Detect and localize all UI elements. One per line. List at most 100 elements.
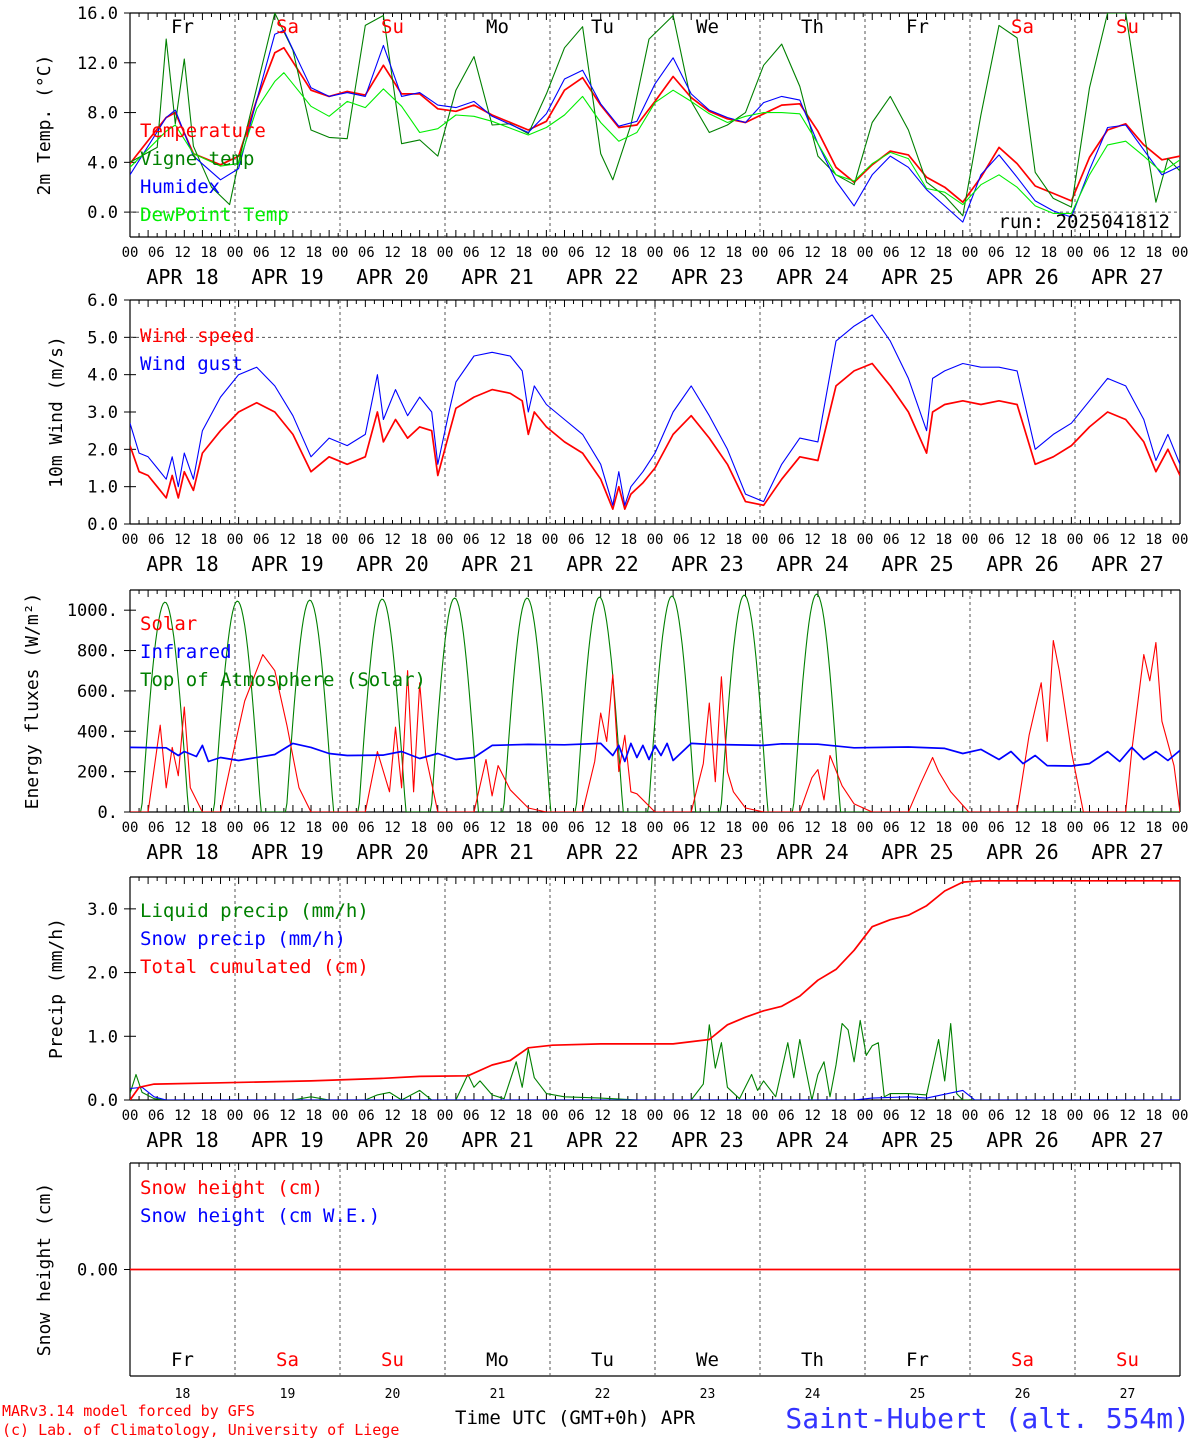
hour-tick-label: 06 bbox=[988, 1108, 1005, 1124]
date-label: APR 21 bbox=[461, 552, 533, 576]
date-label: APR 20 bbox=[356, 552, 428, 576]
hour-tick-label: 00 bbox=[437, 245, 454, 261]
hour-tick-label: 18 bbox=[935, 532, 952, 548]
hour-tick-label: 00 bbox=[227, 1108, 244, 1124]
date-label: APR 27 bbox=[1091, 840, 1163, 864]
hour-tick-label: 18 bbox=[1040, 245, 1057, 261]
hour-tick-label: 00 bbox=[647, 820, 664, 836]
legend-entry: DewPoint Temp bbox=[140, 204, 289, 226]
date-label: APR 23 bbox=[671, 265, 743, 289]
hour-tick-label: 12 bbox=[384, 820, 401, 836]
hour-tick-label: 18 bbox=[305, 245, 322, 261]
hour-tick-label: 00 bbox=[1172, 245, 1189, 261]
hour-tick-label: 18 bbox=[1040, 532, 1057, 548]
hour-tick-label: 06 bbox=[358, 532, 375, 548]
hour-tick-label: 00 bbox=[1067, 1108, 1084, 1124]
y-tick-label: 200. bbox=[77, 763, 118, 783]
hour-tick-label: 12 bbox=[174, 820, 191, 836]
day-number-label: 23 bbox=[700, 1387, 716, 1402]
y-tick-label: 3.0 bbox=[87, 900, 118, 920]
hour-tick-label: 00 bbox=[752, 245, 769, 261]
hour-tick-label: 06 bbox=[778, 820, 795, 836]
hour-tick-label: 12 bbox=[804, 245, 821, 261]
hour-tick-label: 06 bbox=[883, 532, 900, 548]
hour-tick-label: 06 bbox=[778, 532, 795, 548]
hour-tick-label: 00 bbox=[857, 532, 874, 548]
hour-tick-label: 06 bbox=[673, 1108, 690, 1124]
series-line-infrared bbox=[130, 742, 1180, 767]
hour-tick-label: 06 bbox=[778, 245, 795, 261]
hour-tick-label: 06 bbox=[673, 245, 690, 261]
day-number-label: 24 bbox=[805, 1387, 821, 1402]
hour-tick-label: 12 bbox=[699, 245, 716, 261]
hour-tick-label: 06 bbox=[463, 532, 480, 548]
series-line-snow-precip-mm-h- bbox=[130, 1086, 1180, 1100]
time-axis-label: Time UTC (GMT+0h) APR bbox=[455, 1407, 696, 1429]
hour-tick-label: 06 bbox=[1093, 532, 1110, 548]
hour-tick-label: 00 bbox=[227, 532, 244, 548]
hour-tick-label: 00 bbox=[542, 532, 559, 548]
y-tick-label: 600. bbox=[77, 682, 118, 702]
date-label: APR 26 bbox=[986, 265, 1058, 289]
date-label: APR 22 bbox=[566, 265, 638, 289]
hour-tick-label: 06 bbox=[358, 245, 375, 261]
hour-tick-label: 06 bbox=[883, 245, 900, 261]
date-label: APR 25 bbox=[881, 265, 953, 289]
hour-tick-label: 06 bbox=[463, 820, 480, 836]
hour-tick-label: 12 bbox=[1119, 245, 1136, 261]
weekday-label: Tu bbox=[591, 16, 614, 38]
legend-entry: Wind gust bbox=[140, 353, 243, 375]
weekday-label: Fr bbox=[171, 16, 194, 38]
weekday-label: Th bbox=[801, 16, 824, 38]
hour-tick-label: 06 bbox=[1093, 1108, 1110, 1124]
y-tick-label: 0.0 bbox=[87, 1091, 118, 1111]
date-label: APR 20 bbox=[356, 840, 428, 864]
hour-tick-label: 12 bbox=[699, 1108, 716, 1124]
hour-tick-label: 18 bbox=[305, 532, 322, 548]
hour-tick-label: 18 bbox=[305, 820, 322, 836]
day-number-label: 19 bbox=[280, 1387, 296, 1402]
date-label: APR 26 bbox=[986, 840, 1058, 864]
hour-tick-label: 00 bbox=[1067, 532, 1084, 548]
hour-tick-label: 06 bbox=[1093, 820, 1110, 836]
hour-tick-label: 18 bbox=[515, 245, 532, 261]
series-line-solar bbox=[130, 639, 1180, 812]
hour-tick-label: 18 bbox=[935, 245, 952, 261]
hour-tick-label: 18 bbox=[410, 1108, 427, 1124]
hour-tick-label: 00 bbox=[122, 245, 139, 261]
day-number-label: 26 bbox=[1015, 1387, 1031, 1402]
series-line-temperature bbox=[130, 46, 1180, 204]
date-label: APR 20 bbox=[356, 265, 428, 289]
hour-tick-label: 12 bbox=[699, 820, 716, 836]
series-line-dewpoint-temp bbox=[130, 72, 1180, 214]
hour-tick-label: 00 bbox=[1067, 820, 1084, 836]
panel-1: 16.0 12.0 8.0 4.0 0.0 2m Temp. (°C) Temperatur… bbox=[34, 4, 1188, 289]
weekday-label: We bbox=[696, 1349, 719, 1371]
weekday-label: Fr bbox=[906, 16, 929, 38]
hour-tick-label: 12 bbox=[594, 1108, 611, 1124]
hour-tick-label: 12 bbox=[279, 245, 296, 261]
plot-area bbox=[130, 879, 1180, 1100]
hour-tick-label: 06 bbox=[1093, 245, 1110, 261]
weekday-label: Sa bbox=[276, 1349, 299, 1371]
y-axis-label: 2m Temp. (°C) bbox=[34, 55, 55, 196]
hour-tick-label: 18 bbox=[830, 1108, 847, 1124]
hour-tick-label: 18 bbox=[830, 245, 847, 261]
hour-tick-label: 12 bbox=[489, 1108, 506, 1124]
hour-tick-label: 06 bbox=[568, 532, 585, 548]
hour-tick-label: 18 bbox=[620, 245, 637, 261]
hour-tick-label: 18 bbox=[200, 1108, 217, 1124]
y-tick-label: 5.0 bbox=[87, 328, 118, 348]
hour-tick-label: 06 bbox=[883, 1108, 900, 1124]
hour-tick-label: 00 bbox=[227, 820, 244, 836]
legend-entry: Wind speed bbox=[140, 325, 254, 347]
hour-tick-label: 06 bbox=[358, 1108, 375, 1124]
hour-tick-label: 18 bbox=[410, 245, 427, 261]
hour-tick-label: 06 bbox=[568, 1108, 585, 1124]
hour-tick-label: 18 bbox=[1040, 1108, 1057, 1124]
hour-tick-label: 06 bbox=[883, 820, 900, 836]
hour-tick-label: 12 bbox=[699, 532, 716, 548]
hour-tick-label: 18 bbox=[830, 820, 847, 836]
hour-tick-label: 06 bbox=[148, 820, 165, 836]
